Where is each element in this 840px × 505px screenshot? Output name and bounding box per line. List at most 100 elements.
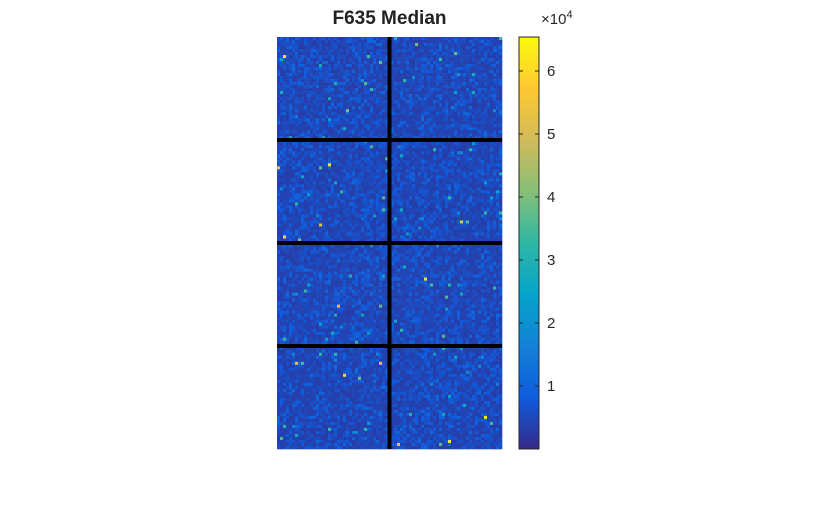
heatmap-cell — [337, 142, 341, 146]
heatmap-cell — [385, 121, 389, 125]
heatmap-cell — [361, 112, 365, 116]
heatmap-cell — [286, 118, 290, 122]
heatmap-cell — [382, 235, 386, 239]
heatmap-cell — [310, 151, 314, 155]
heatmap-cell — [358, 193, 362, 197]
heatmap-cell — [496, 46, 500, 50]
heatmap-cell — [472, 184, 476, 188]
heatmap-cell — [487, 73, 491, 77]
heatmap-cell — [295, 61, 299, 65]
heatmap-cell — [355, 49, 359, 53]
heatmap-cell — [289, 172, 293, 176]
heatmap-cell — [463, 115, 467, 119]
heatmap-cell — [490, 160, 494, 164]
heatmap-cell — [370, 163, 374, 167]
heatmap-cell — [370, 175, 374, 179]
heatmap-cell — [409, 40, 413, 44]
heatmap-cell — [355, 193, 359, 197]
heatmap-cell — [466, 217, 470, 221]
heatmap-cell — [421, 226, 425, 230]
heatmap-cell — [334, 202, 338, 206]
heatmap-cell — [286, 130, 290, 134]
heatmap-cell — [295, 193, 299, 197]
heatmap-cell — [481, 190, 485, 194]
heatmap-cell — [412, 100, 416, 104]
heatmap-cell — [418, 94, 422, 98]
heatmap-cell — [403, 202, 407, 206]
heatmap-cell — [448, 175, 452, 179]
heatmap-cell — [373, 70, 377, 74]
heatmap-cell — [460, 157, 464, 161]
heatmap-cell — [292, 55, 296, 59]
heatmap-cell — [475, 157, 479, 161]
heatmap-cell — [490, 199, 494, 203]
heatmap-cell — [415, 43, 419, 47]
heatmap-cell — [487, 67, 491, 71]
heatmap-cell — [367, 229, 371, 233]
heatmap-cell — [319, 229, 323, 233]
heatmap-cell — [316, 88, 320, 92]
heatmap-cell — [355, 178, 359, 182]
heatmap-cell — [331, 190, 335, 194]
heatmap-cell — [418, 52, 422, 56]
heatmap-cell — [277, 214, 281, 218]
heatmap-cell — [352, 70, 356, 74]
heatmap-cell — [442, 97, 446, 101]
heatmap-cell — [493, 91, 497, 95]
heatmap-cell — [472, 181, 476, 185]
heatmap-cell — [481, 49, 485, 53]
heatmap-cell — [469, 52, 473, 56]
heatmap-cell — [436, 172, 440, 176]
heatmap-cell — [361, 178, 365, 182]
heatmap-cell — [490, 88, 494, 92]
heatmap-cell — [298, 151, 302, 155]
heatmap-cell — [385, 70, 389, 74]
heatmap-cell — [487, 220, 491, 224]
heatmap-cell — [391, 100, 395, 104]
heatmap-cell — [313, 97, 317, 101]
heatmap-cell — [412, 58, 416, 62]
heatmap-cell — [328, 88, 332, 92]
heatmap-cell — [319, 160, 323, 164]
heatmap-cell — [319, 100, 323, 104]
heatmap-cell — [406, 160, 410, 164]
heatmap-cell — [496, 76, 500, 80]
heatmap-cell — [463, 196, 467, 200]
heatmap-cell — [499, 229, 503, 233]
heatmap-cell — [454, 73, 458, 77]
heatmap-cell — [280, 160, 284, 164]
heatmap-cell — [295, 208, 299, 212]
heatmap-cell — [460, 229, 464, 233]
heatmap-cell — [493, 127, 497, 131]
heatmap-cell — [307, 109, 311, 113]
heatmap-cell — [397, 157, 401, 161]
heatmap-cell — [382, 190, 386, 194]
heatmap-cell — [448, 37, 452, 41]
heatmap-cell — [361, 157, 365, 161]
heatmap-cell — [427, 52, 431, 56]
heatmap-cell — [406, 52, 410, 56]
heatmap-cell — [460, 58, 464, 62]
heatmap-cell — [478, 220, 482, 224]
heatmap-cell — [421, 205, 425, 209]
heatmap-cell — [355, 157, 359, 161]
heatmap-cell — [337, 160, 341, 164]
heatmap-cell — [472, 160, 476, 164]
heatmap-cell — [298, 214, 302, 218]
heatmap-cell — [487, 85, 491, 89]
heatmap-cell — [307, 70, 311, 74]
heatmap-cell — [346, 166, 350, 170]
heatmap-cell — [319, 163, 323, 167]
heatmap-cell — [289, 40, 293, 44]
heatmap-cell — [358, 145, 362, 149]
heatmap-cell — [289, 133, 293, 137]
heatmap-cell — [391, 193, 395, 197]
heatmap-cell — [475, 181, 479, 185]
heatmap-cell — [448, 193, 452, 197]
heatmap-cell — [352, 154, 356, 158]
heatmap-cell — [343, 40, 347, 44]
heatmap-cell — [295, 40, 299, 44]
heatmap-cell — [442, 145, 446, 149]
heatmap-cell — [301, 64, 305, 68]
heatmap-cell — [436, 46, 440, 50]
